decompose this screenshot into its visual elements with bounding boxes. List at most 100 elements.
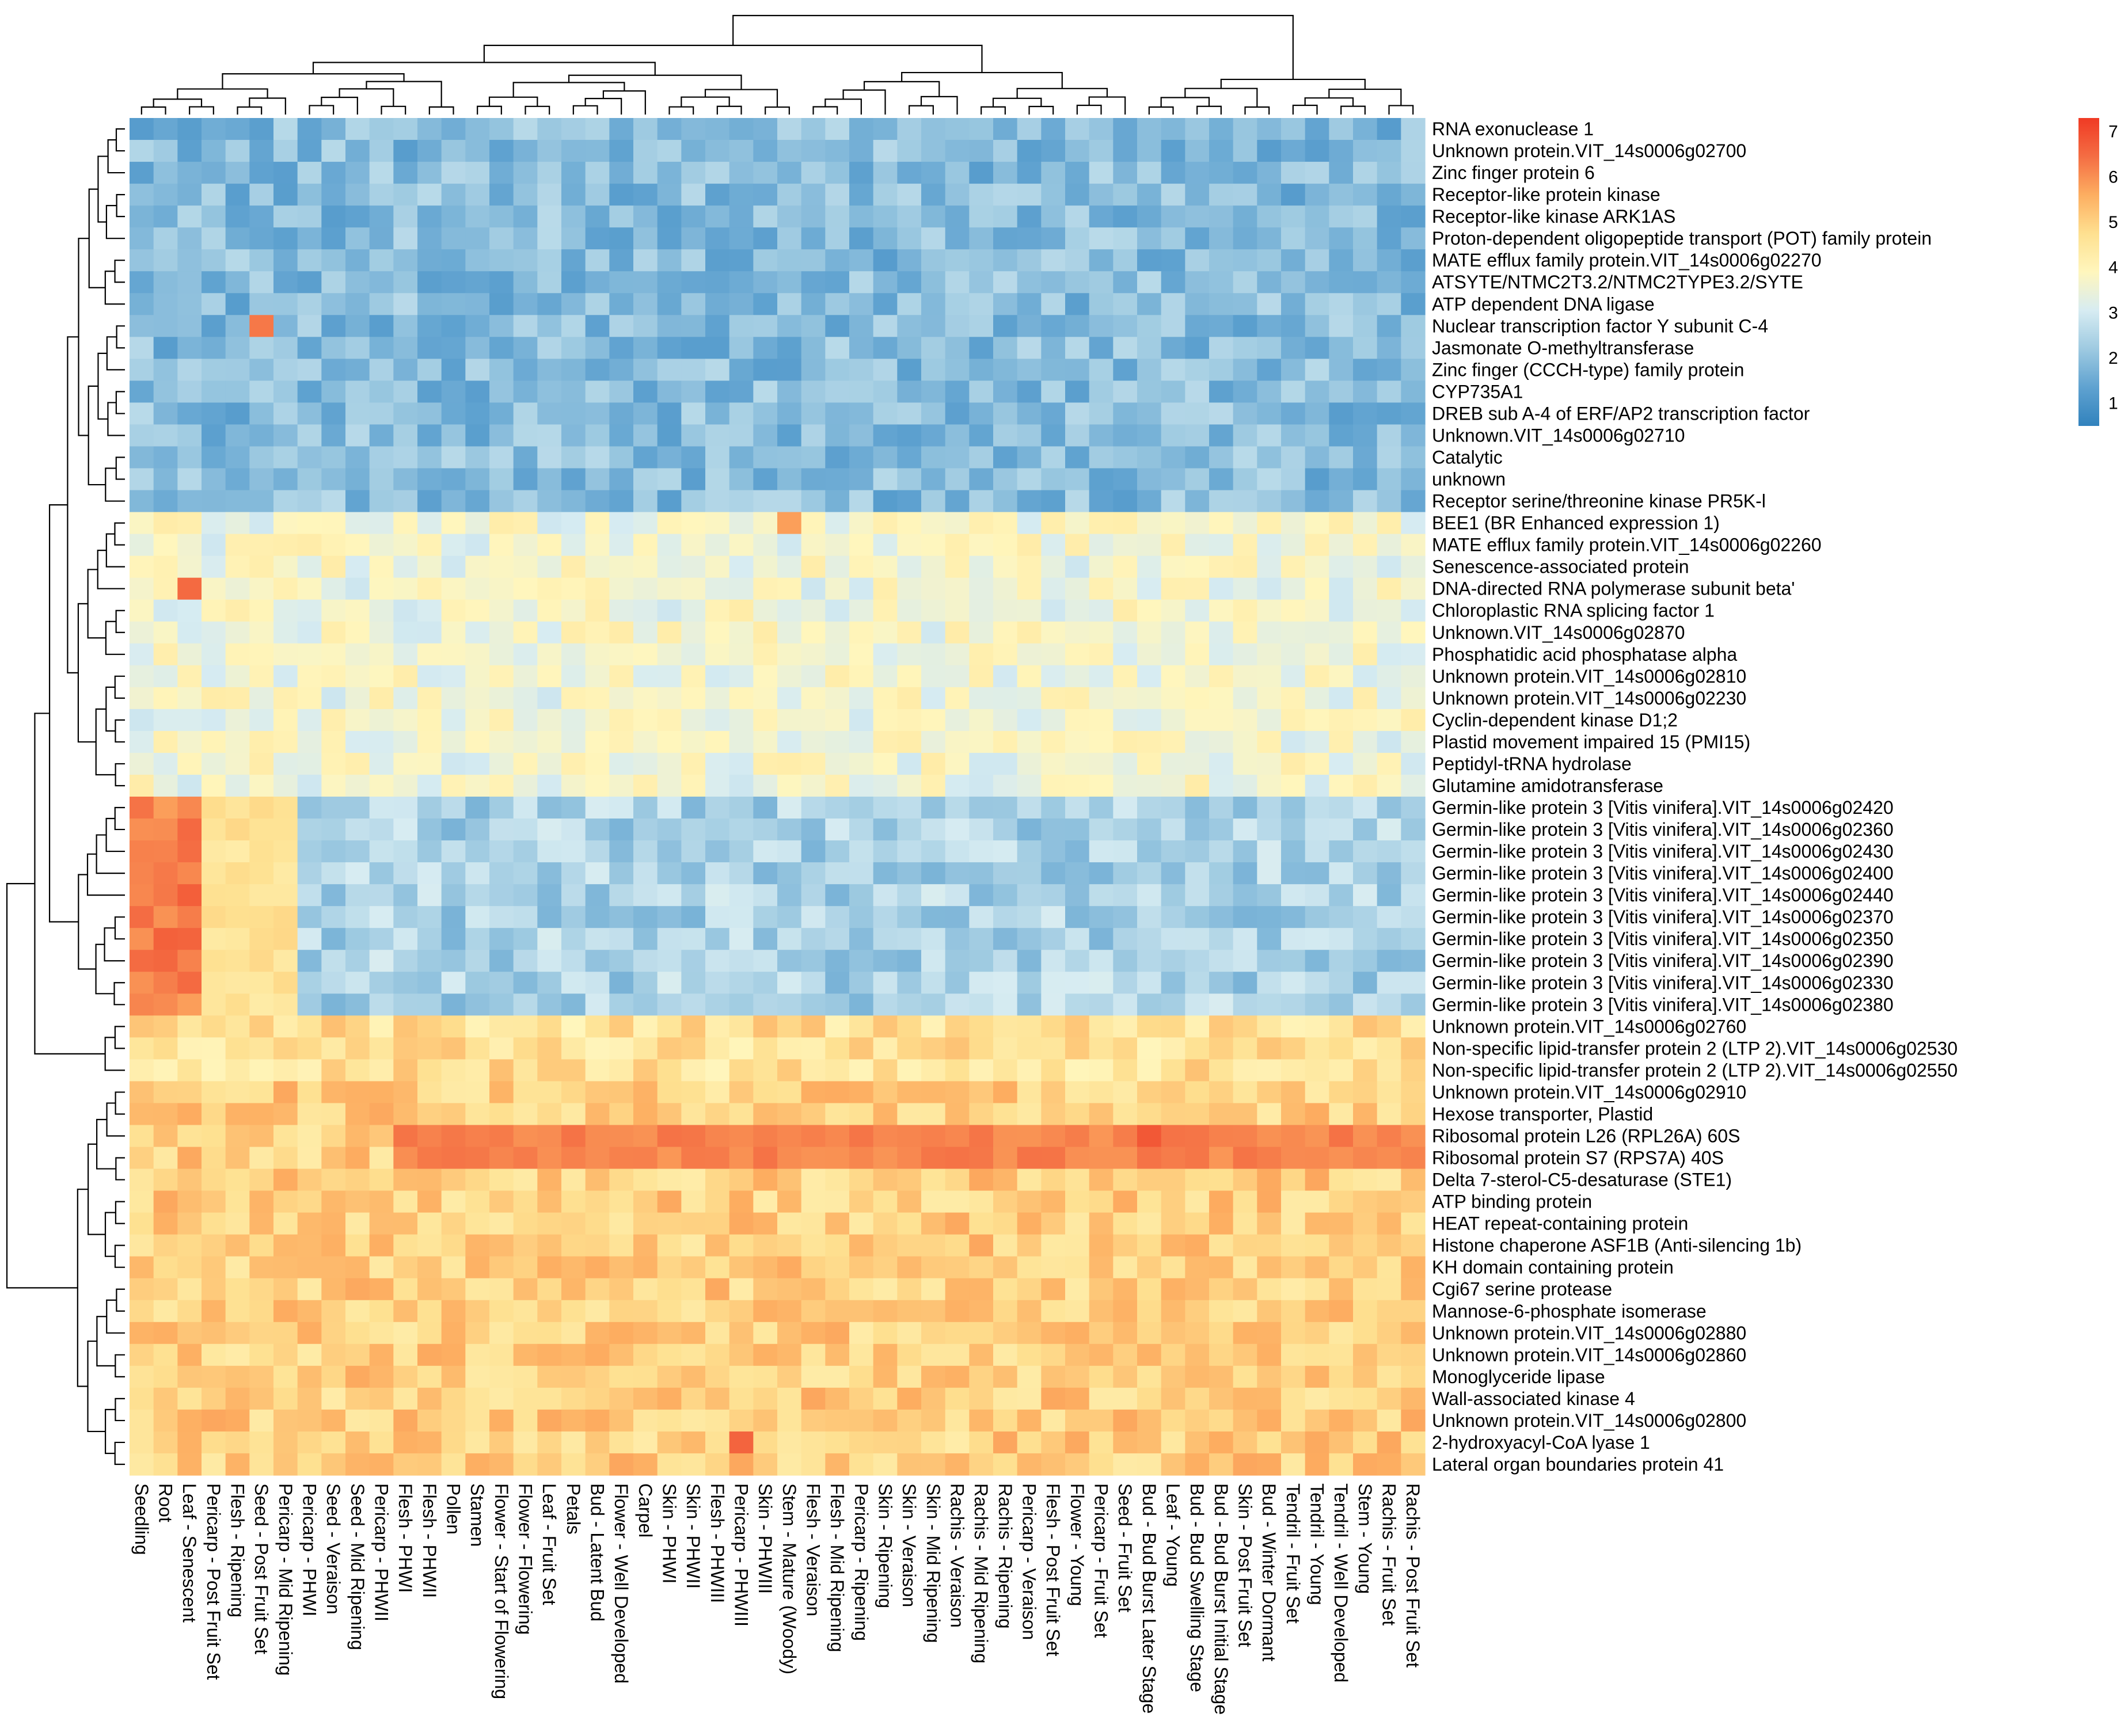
heatmap-cell bbox=[1353, 1190, 1378, 1213]
heatmap-cell bbox=[1281, 118, 1306, 140]
heatmap-cell bbox=[729, 337, 754, 359]
row-label: Non-specific lipid-transfer protein 2 (L… bbox=[1432, 1038, 1958, 1059]
heatmap-cell bbox=[345, 1322, 370, 1345]
heatmap-cell bbox=[945, 315, 970, 337]
heatmap-cell bbox=[1113, 227, 1138, 250]
heatmap-cell bbox=[537, 1365, 562, 1388]
heatmap-cell bbox=[993, 1365, 1018, 1388]
heatmap-cell bbox=[345, 534, 370, 557]
heatmap-cell bbox=[801, 271, 826, 294]
heatmap-cell bbox=[1185, 599, 1210, 622]
heatmap-cell bbox=[345, 1037, 370, 1060]
heatmap-cell bbox=[801, 380, 826, 403]
heatmap-cell bbox=[1089, 621, 1114, 644]
heatmap-cell bbox=[1281, 730, 1306, 753]
heatmap-cell bbox=[921, 752, 946, 775]
heatmap-cell bbox=[202, 1234, 226, 1257]
heatmap-cell bbox=[849, 1234, 874, 1257]
heatmap-cell bbox=[249, 665, 274, 688]
heatmap-cell bbox=[153, 162, 178, 184]
heatmap-cell bbox=[1185, 1387, 1210, 1410]
heatmap-cell bbox=[1113, 1256, 1138, 1279]
heatmap-cell bbox=[729, 380, 754, 403]
heatmap-cell bbox=[489, 1190, 514, 1213]
heatmap-cell bbox=[1257, 884, 1282, 907]
heatmap-cell bbox=[753, 730, 778, 753]
heatmap-cell bbox=[130, 621, 154, 644]
heatmap-cell bbox=[1185, 752, 1210, 775]
heatmap-cell bbox=[1161, 468, 1185, 491]
heatmap-cell bbox=[393, 1103, 418, 1126]
heatmap-cell bbox=[297, 315, 322, 337]
heatmap-cell bbox=[561, 797, 586, 819]
heatmap-cell bbox=[681, 1015, 706, 1038]
heatmap-cell bbox=[273, 1103, 298, 1126]
heatmap-cell bbox=[537, 730, 562, 753]
heatmap-cell bbox=[1305, 293, 1329, 315]
heatmap-cell bbox=[130, 1387, 154, 1410]
heatmap-cell bbox=[465, 380, 490, 403]
heatmap-cell bbox=[1041, 840, 1066, 863]
heatmap-cell bbox=[633, 1278, 658, 1301]
heatmap-cell bbox=[1209, 293, 1234, 315]
heatmap-cell bbox=[585, 840, 610, 863]
heatmap-cell bbox=[729, 1037, 754, 1060]
heatmap-cell bbox=[705, 337, 730, 359]
heatmap-cell bbox=[825, 1037, 850, 1060]
heatmap-cell bbox=[1017, 468, 1042, 491]
heatmap-cell bbox=[273, 227, 298, 250]
heatmap-cell bbox=[369, 227, 394, 250]
heatmap-cell bbox=[1209, 512, 1234, 535]
heatmap-cell bbox=[369, 709, 394, 732]
heatmap-cell bbox=[1041, 1365, 1066, 1388]
heatmap-cell bbox=[993, 162, 1018, 184]
heatmap-cell bbox=[633, 468, 658, 491]
heatmap-cell bbox=[681, 862, 706, 885]
row-label: Cyclin-dependent kinase D1;2 bbox=[1432, 710, 1678, 730]
heatmap-cell bbox=[225, 227, 250, 250]
heatmap-cell bbox=[801, 315, 826, 337]
row-label: Senescence-associated protein bbox=[1432, 557, 1689, 577]
heatmap-cell bbox=[681, 446, 706, 469]
heatmap-cell bbox=[321, 468, 346, 491]
heatmap-cell bbox=[1017, 1256, 1042, 1279]
heatmap-cell bbox=[273, 862, 298, 885]
heatmap-cell bbox=[393, 1300, 418, 1323]
heatmap-cell bbox=[729, 972, 754, 994]
heatmap-cell bbox=[729, 468, 754, 491]
heatmap-cell bbox=[513, 1234, 538, 1257]
heatmap-cell bbox=[561, 643, 586, 666]
heatmap-cell bbox=[1401, 1300, 1426, 1323]
heatmap-cell bbox=[1305, 271, 1329, 294]
heatmap-cell bbox=[1233, 1168, 1257, 1191]
heatmap-cell bbox=[1065, 643, 1090, 666]
heatmap-cell bbox=[1233, 818, 1257, 841]
heatmap-cell bbox=[153, 1081, 178, 1104]
heatmap-cell bbox=[513, 1409, 538, 1432]
heatmap-cell bbox=[345, 687, 370, 710]
heatmap-cell bbox=[249, 1278, 274, 1301]
heatmap-cell bbox=[1089, 446, 1114, 469]
dendrogram-branch bbox=[77, 1189, 89, 1387]
heatmap-cell bbox=[705, 1212, 730, 1235]
heatmap-cell bbox=[1089, 1453, 1114, 1476]
heatmap-cell bbox=[130, 534, 154, 557]
heatmap-cell bbox=[417, 1431, 442, 1454]
heatmap-cell bbox=[441, 118, 466, 140]
heatmap-cell bbox=[945, 709, 970, 732]
heatmap-cell bbox=[1329, 380, 1354, 403]
heatmap-cell bbox=[513, 1125, 538, 1148]
heatmap-cell bbox=[441, 972, 466, 994]
heatmap-cell bbox=[537, 643, 562, 666]
heatmap-cell bbox=[945, 577, 970, 600]
heatmap-cell bbox=[465, 1168, 490, 1191]
heatmap-cell bbox=[1377, 1278, 1401, 1301]
heatmap-cell bbox=[945, 818, 970, 841]
heatmap-cell bbox=[585, 446, 610, 469]
heatmap-cell bbox=[297, 972, 322, 994]
heatmap-cell bbox=[537, 797, 562, 819]
heatmap-cell bbox=[513, 1278, 538, 1301]
heatmap-cell bbox=[873, 1387, 898, 1410]
row-label: MATE efflux family protein.VIT_14s0006g0… bbox=[1432, 535, 1822, 555]
heatmap-cell bbox=[249, 1125, 274, 1148]
